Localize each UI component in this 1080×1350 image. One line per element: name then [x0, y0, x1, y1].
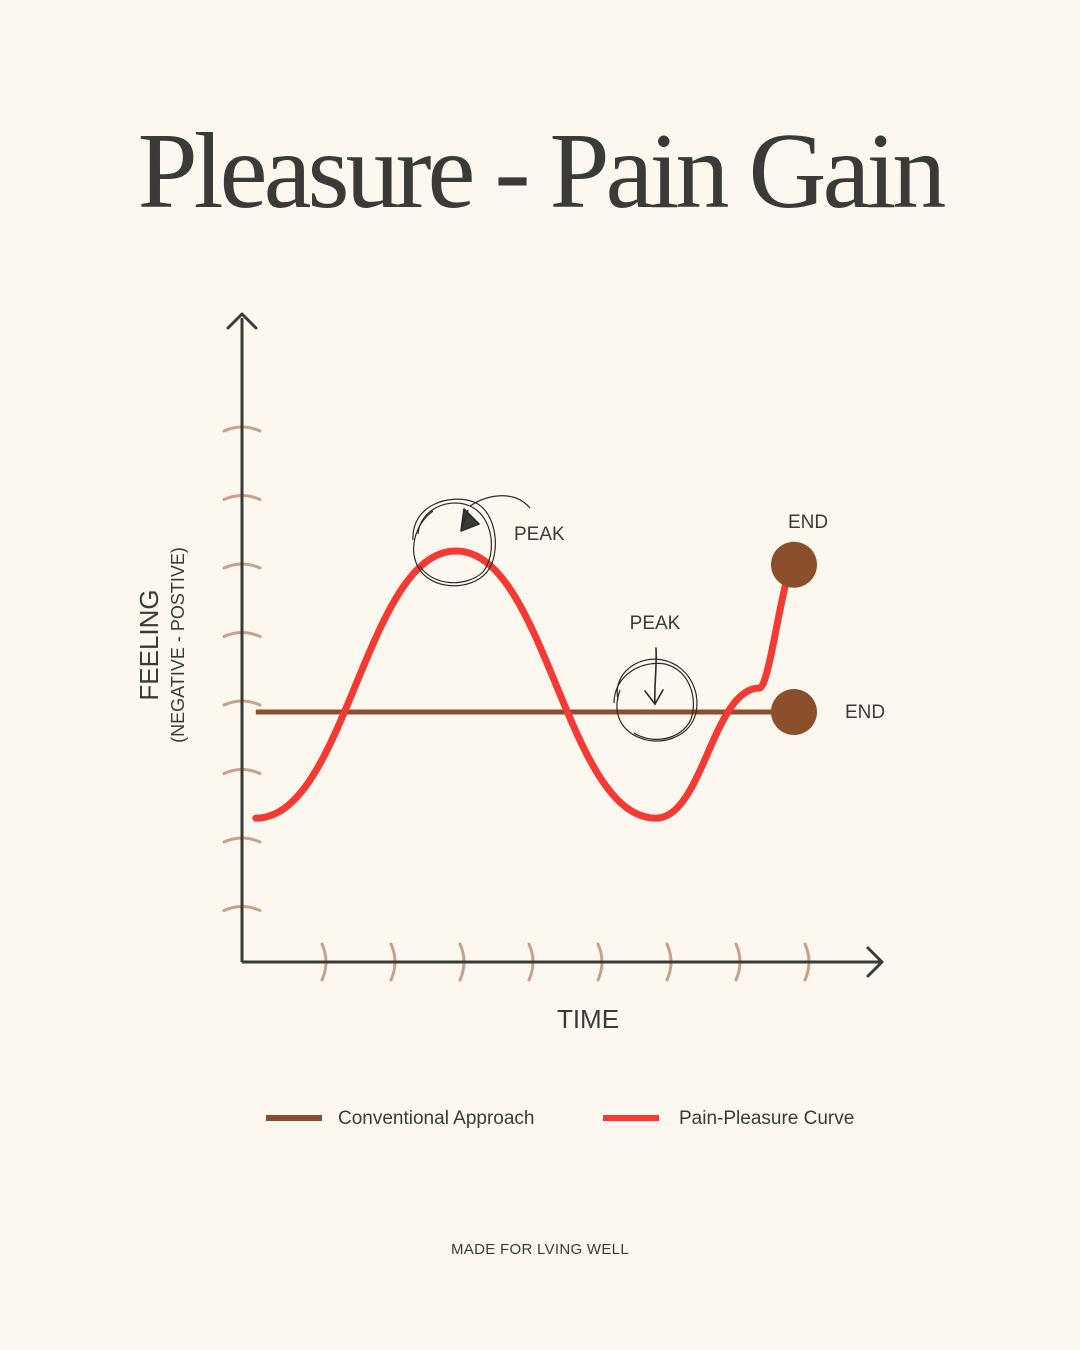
curve-end-marker — [771, 541, 817, 588]
x-axis-arrowhead — [866, 946, 884, 978]
peak-arrow-2 — [644, 647, 664, 706]
y-axis-sublabel: (NEGATIVE - POSTIVE) — [168, 547, 188, 743]
curve-end-label: END — [788, 512, 828, 533]
annotation-peak-2: PEAK — [630, 613, 681, 634]
legend-label-conventional: Conventional Approach — [338, 1108, 534, 1129]
conventional-end-marker — [771, 688, 817, 735]
annotation-peak-1: PEAK — [514, 524, 565, 545]
x-axis-label: TIME — [557, 1004, 619, 1034]
peak-circle-2 — [613, 658, 698, 742]
peak-circle-1 — [412, 495, 531, 587]
footer-text: MADE FOR LVING WELL — [451, 1241, 629, 1258]
chart-title: Pleasure - Pain Gain — [137, 112, 947, 231]
peak-arrow-1 — [460, 508, 480, 532]
legend-label-curve: Pain-Pleasure Curve — [679, 1108, 854, 1129]
y-axis-label: FEELING — [134, 589, 164, 700]
conventional-end-label: END — [845, 702, 885, 723]
y-axis-arrowhead — [226, 312, 258, 330]
series-pain-pleasure-curve-line — [252, 547, 798, 822]
